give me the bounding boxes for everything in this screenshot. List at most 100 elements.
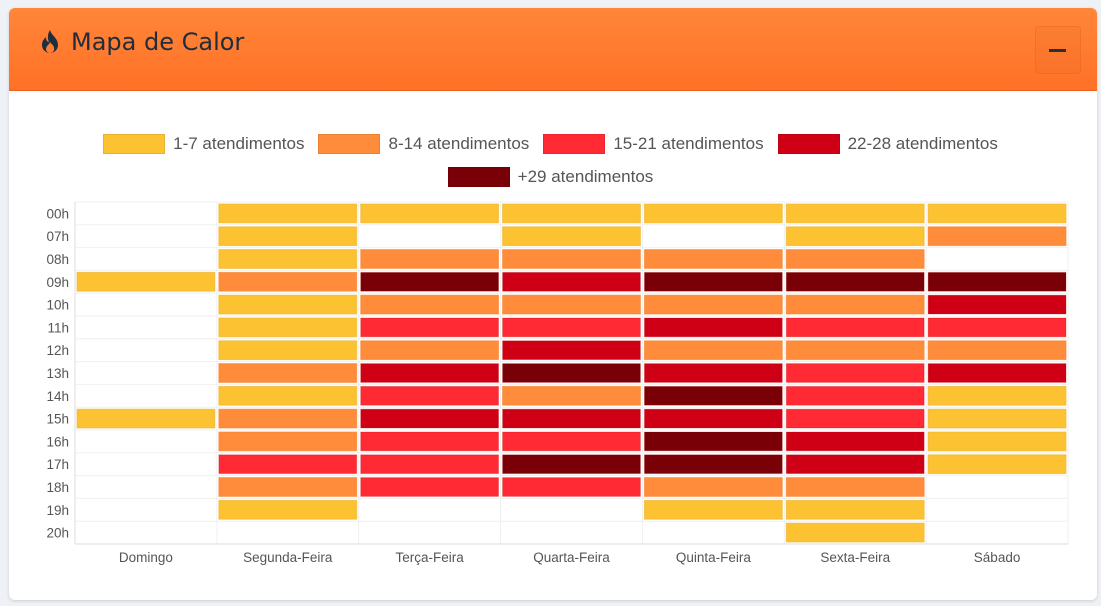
heatmap-cell[interactable] (360, 271, 500, 292)
heatmap-cell[interactable] (785, 454, 925, 475)
heatmap-cell[interactable] (218, 340, 358, 361)
heatmap-cell[interactable] (643, 294, 783, 315)
legend-item[interactable]: 15-21 atendimentos (543, 134, 764, 154)
heatmap-cell[interactable] (502, 385, 641, 406)
heatmap-cell[interactable] (785, 203, 925, 224)
heatmap-cell[interactable] (643, 477, 783, 497)
heatmap-cell[interactable] (218, 431, 358, 452)
heatmap-cell[interactable] (218, 499, 358, 520)
heatmap-cell[interactable] (360, 249, 500, 269)
y-tick-label: 08h (46, 252, 69, 267)
heatmap-cell[interactable] (360, 340, 500, 361)
legend-label: +29 atendimentos (517, 167, 654, 186)
heatmap-cell[interactable] (927, 454, 1067, 475)
heatmap-cell[interactable] (643, 385, 783, 406)
heatmap-cell[interactable] (502, 363, 641, 383)
heatmap-cell[interactable] (927, 363, 1067, 383)
x-tick-label: Domingo (119, 550, 173, 565)
legend-item[interactable]: 1-7 atendimentos (103, 134, 304, 154)
heatmap-cell[interactable] (502, 317, 641, 338)
y-tick-label: 11h (47, 320, 69, 335)
heatmap-cell[interactable] (360, 454, 500, 475)
y-tick-label: 18h (46, 480, 69, 495)
heatmap-cell[interactable] (785, 249, 925, 269)
heatmap-cell[interactable] (643, 203, 783, 224)
heatmap-cell[interactable] (218, 385, 358, 406)
legend-label: 8-14 atendimentos (388, 134, 530, 153)
heatmap-cell[interactable] (785, 385, 925, 406)
heatmap-cell[interactable] (643, 317, 783, 338)
heatmap-cell[interactable] (360, 363, 500, 383)
heatmap-cell[interactable] (643, 363, 783, 383)
heatmap-cell[interactable] (502, 477, 641, 497)
heatmap-cell[interactable] (785, 340, 925, 361)
minimize-button[interactable] (1035, 26, 1081, 74)
heatmap-cell[interactable] (218, 477, 358, 497)
heatmap-cell[interactable] (927, 294, 1067, 315)
heatmap-cell[interactable] (927, 340, 1067, 361)
heatmap-cell[interactable] (218, 249, 358, 269)
heatmap-cell[interactable] (218, 271, 358, 292)
heatmap-cell[interactable] (785, 499, 925, 520)
y-tick-label: 12h (46, 343, 69, 358)
heatmap-cell[interactable] (927, 271, 1067, 292)
heatmap-cell[interactable] (927, 226, 1067, 247)
heatmap-cell[interactable] (360, 385, 500, 406)
heatmap-cell[interactable] (785, 363, 925, 383)
heatmap-cell[interactable] (360, 203, 500, 224)
heatmap-cell[interactable] (502, 454, 641, 475)
heatmap-cell[interactable] (502, 226, 641, 247)
heatmap-cell[interactable] (502, 431, 641, 452)
heatmap-cell[interactable] (502, 203, 641, 224)
heatmap-cell[interactable] (360, 408, 500, 429)
heatmap-cell[interactable] (643, 499, 783, 520)
x-tick-label: Sábado (974, 550, 1021, 565)
y-tick-label: 09h (46, 275, 69, 290)
heatmap-cell[interactable] (360, 294, 500, 315)
heatmap-cell[interactable] (218, 294, 358, 315)
heatmap-cell[interactable] (785, 271, 925, 292)
legend-item[interactable]: +29 atendimentos (447, 167, 654, 187)
heatmap-cell[interactable] (218, 226, 358, 247)
heatmap-cell[interactable] (360, 317, 500, 338)
heatmap-cell[interactable] (76, 408, 216, 429)
heatmap-cell[interactable] (927, 431, 1067, 452)
heatmap-cell[interactable] (927, 385, 1067, 406)
heatmap-cell[interactable] (502, 340, 641, 361)
heatmap-cell[interactable] (643, 454, 783, 475)
y-tick-label: 19h (46, 503, 69, 518)
heatmap-cell[interactable] (218, 203, 358, 224)
heatmap-cell[interactable] (360, 477, 500, 497)
legend-row-1: 1-7 atendimentos 8-14 atendimentos 15-21 a… (0, 134, 1101, 154)
heatmap-cell[interactable] (218, 317, 358, 338)
heatmap-cell[interactable] (643, 249, 783, 269)
heatmap-cell[interactable] (785, 477, 925, 497)
heatmap-cell[interactable] (360, 431, 500, 452)
heatmap-cell[interactable] (502, 271, 641, 292)
heatmap-cell[interactable] (643, 271, 783, 292)
heatmap-cell[interactable] (927, 317, 1067, 338)
heatmap-cell[interactable] (218, 363, 358, 383)
heatmap-cell[interactable] (927, 408, 1067, 429)
heatmap-cell[interactable] (785, 408, 925, 429)
minus-icon (1049, 49, 1066, 52)
heatmap-cell[interactable] (785, 431, 925, 452)
legend-item[interactable]: 8-14 atendimentos (318, 134, 529, 154)
heatmap-cell[interactable] (218, 454, 358, 475)
heatmap-cell[interactable] (643, 340, 783, 361)
heatmap-cell[interactable] (785, 294, 925, 315)
heatmap-cell[interactable] (502, 249, 641, 269)
heatmap-cell[interactable] (785, 317, 925, 338)
heatmap-cell[interactable] (76, 271, 216, 292)
heatmap-cell[interactable] (502, 408, 641, 429)
heatmap-cell[interactable] (643, 408, 783, 429)
heatmap-cell[interactable] (643, 431, 783, 452)
heatmap-cell[interactable] (785, 226, 925, 247)
legend-item[interactable]: 22-28 atendimentos (777, 134, 998, 154)
heatmap-cell[interactable] (218, 408, 358, 429)
y-tick-label: 00h (46, 206, 69, 221)
heatmap-cell[interactable] (502, 294, 641, 315)
heatmap-cell[interactable] (785, 522, 925, 543)
panel-title: Mapa de Calor (39, 28, 244, 56)
heatmap-cell[interactable] (927, 203, 1067, 224)
